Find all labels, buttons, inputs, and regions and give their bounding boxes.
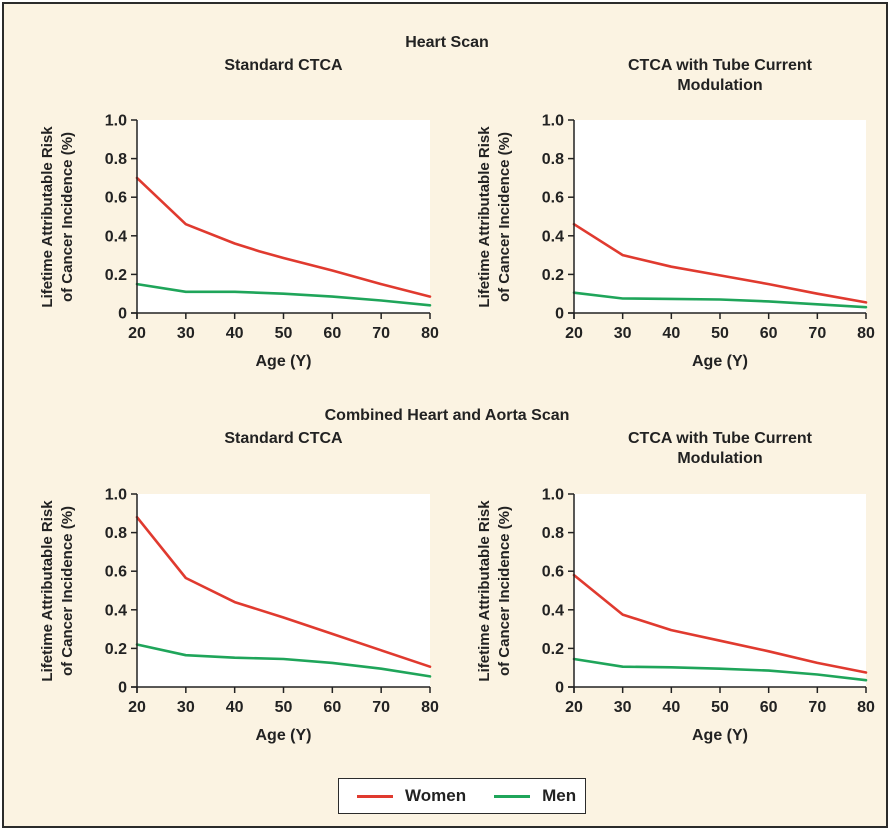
chart-heart-standard: Standard CTCA 0 0.2 0.4 0.6 0.8 1.0 20 30 40 50 60 7… [39,57,439,370]
chart-title-line: Standard CTCA [224,430,343,447]
y-tick-label: 0.6 [105,190,127,207]
y-tick-label: 1.0 [105,487,127,504]
x-tick-label: 60 [323,699,341,716]
x-tick-label: 50 [711,325,729,342]
y-axis-label-line: of Cancer Incidence (%) [59,132,76,302]
chart-heart-tube-current: CTCA with Tube Current Modulation 0 0.2 0.4 0… [476,57,875,370]
y-tick-label: 0.6 [105,564,127,581]
series-line-men [572,291,868,309]
x-tick-label: 80 [421,699,439,716]
x-tick-label: 20 [128,699,146,716]
legend-label-men: Men [542,786,577,805]
x-tick-label: 30 [614,325,632,342]
plot-area [137,120,430,313]
x-tick-label: 30 [177,325,195,342]
x-tick-label: 30 [177,699,195,716]
x-tick-label: 20 [565,325,583,342]
chart-title-line: Modulation [677,450,762,467]
chart-title-line: Standard CTCA [224,57,343,74]
legend-item-women: Women [357,786,466,806]
series-line-women [572,573,868,674]
y-axis-label-line: of Cancer Incidence (%) [496,132,513,302]
x-tick-label: 50 [275,325,293,342]
y-tick-label: 1.0 [105,113,127,130]
y-axis-label-line: of Cancer Incidence (%) [496,506,513,676]
x-tick-label: 80 [857,325,875,342]
series-line-women [135,176,432,298]
y-tick-label: 0.8 [542,151,564,168]
x-axis-label: Age (Y) [256,353,312,370]
legend: Women Men [338,778,586,814]
y-tick-label: 0.8 [105,525,127,542]
y-tick-label: 0.2 [105,641,127,658]
plot-area [574,494,866,687]
charts-canvas: Heart Scan Combined Heart and Aorta Scan… [39,34,875,744]
y-axis-label-line: Lifetime Attributable Risk [39,126,56,308]
x-tick-label: 40 [226,699,244,716]
chart-combined-standard: Standard CTCA 0 0.2 0.4 0.6 0.8 1.0 20 30 40 50 60 7… [39,430,439,744]
series-line-men [135,282,432,307]
x-tick-label: 50 [711,699,729,716]
y-axis-label-line: Lifetime Attributable Risk [476,500,493,682]
legend-item-men: Men [494,786,576,806]
y-tick-label: 0.4 [542,228,564,245]
y-tick-label: 0.4 [105,602,127,619]
y-tick-label: 0.4 [105,228,127,245]
x-tick-label: 30 [614,699,632,716]
plot-area [574,120,866,313]
y-tick-label: 1.0 [542,113,564,130]
x-axis-label: Age (Y) [692,353,748,370]
x-tick-label: 60 [760,699,778,716]
x-tick-label: 20 [565,699,583,716]
x-tick-label: 70 [372,325,390,342]
y-tick-label: 0.6 [542,564,564,581]
chart-combined-tube-current: CTCA with Tube Current Modulation 0 0.2 0.4 0… [476,430,875,744]
y-tick-label: 0 [555,306,564,323]
y-tick-label: 0.8 [105,151,127,168]
x-tick-label: 40 [226,325,244,342]
section-title-combined-scan: Combined Heart and Aorta Scan [325,407,570,424]
x-tick-label: 60 [760,325,778,342]
y-tick-label: 0.2 [542,267,564,284]
y-axis-label-line: Lifetime Attributable Risk [39,500,56,682]
x-axis-label: Age (Y) [256,727,312,744]
y-tick-label: 0 [118,306,127,323]
y-tick-label: 0.2 [542,641,564,658]
x-tick-label: 50 [275,699,293,716]
x-tick-label: 80 [421,325,439,342]
y-tick-label: 0 [555,680,564,697]
x-axis-label: Age (Y) [692,727,748,744]
chart-title-line: CTCA with Tube Current [628,57,813,74]
chart-title-line: Modulation [677,77,762,94]
x-tick-label: 60 [323,325,341,342]
x-tick-label: 70 [372,699,390,716]
legend-swatch-women [357,794,393,798]
series-line-women [135,515,432,669]
y-tick-label: 0.4 [542,602,564,619]
series-line-men [135,643,432,678]
legend-label-women: Women [405,786,467,805]
y-axis-label-line: of Cancer Incidence (%) [59,506,76,676]
x-tick-label: 80 [857,699,875,716]
y-tick-label: 0.6 [542,190,564,207]
y-axis-label-line: Lifetime Attributable Risk [476,126,493,308]
x-tick-label: 40 [662,699,680,716]
section-title-heart-scan: Heart Scan [405,34,489,51]
y-tick-label: 0.2 [105,267,127,284]
y-tick-label: 1.0 [542,487,564,504]
x-tick-label: 70 [808,699,826,716]
legend-swatch-men [494,794,531,798]
x-tick-label: 70 [808,325,826,342]
x-tick-label: 20 [128,325,146,342]
y-tick-label: 0 [118,680,127,697]
chart-title-line: CTCA with Tube Current [628,430,813,447]
y-tick-label: 0.8 [542,525,564,542]
series-line-men [572,657,868,682]
x-tick-label: 40 [662,325,680,342]
series-line-women [572,222,868,304]
